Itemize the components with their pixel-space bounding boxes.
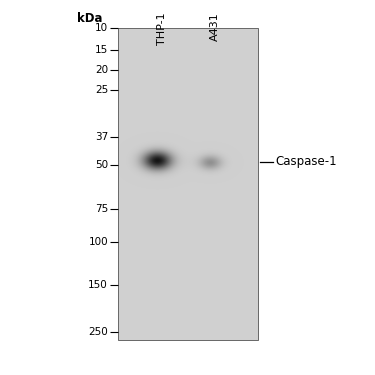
Text: A431: A431 bbox=[210, 12, 220, 41]
Bar bbox=[118, 28, 258, 340]
Text: 37: 37 bbox=[95, 132, 108, 142]
Text: kDa: kDa bbox=[77, 12, 103, 24]
Text: 15: 15 bbox=[95, 45, 108, 55]
Text: 100: 100 bbox=[88, 237, 108, 247]
Text: 10: 10 bbox=[95, 23, 108, 33]
Text: 20: 20 bbox=[95, 65, 108, 75]
Text: Caspase-1: Caspase-1 bbox=[275, 156, 337, 168]
Text: 250: 250 bbox=[88, 327, 108, 337]
Text: 75: 75 bbox=[95, 204, 108, 214]
Text: THP-1: THP-1 bbox=[157, 12, 167, 45]
Text: 25: 25 bbox=[95, 85, 108, 95]
Text: 150: 150 bbox=[88, 280, 108, 290]
Text: 50: 50 bbox=[95, 160, 108, 170]
